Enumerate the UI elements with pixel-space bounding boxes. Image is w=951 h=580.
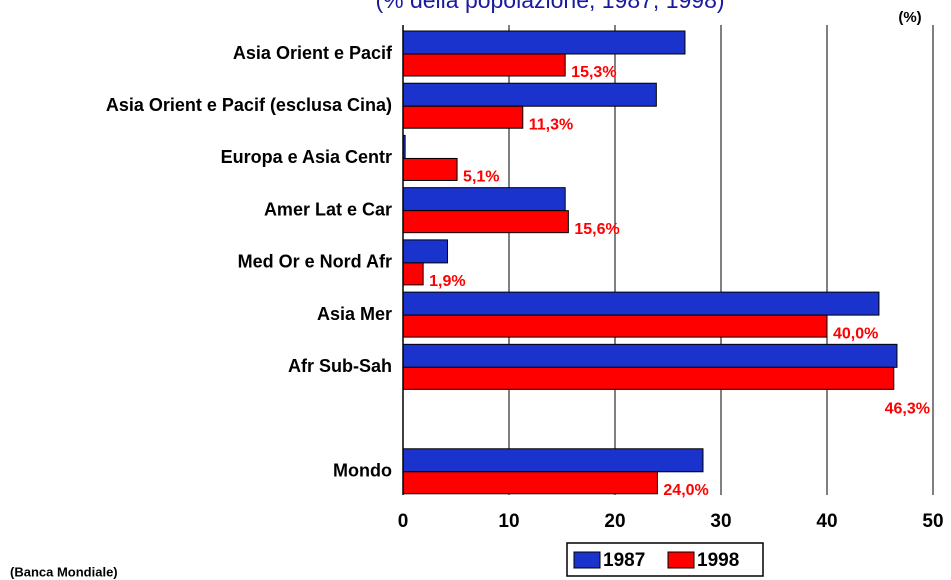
value-label: 15,6% [574,221,619,238]
value-label: 1,9% [429,273,465,290]
x-tick-label: 30 [710,511,731,532]
bar [402,239,449,264]
bar [402,448,704,473]
y-tick-label: Afr Sub-Sah [288,356,392,376]
legend-label: 1987 [603,550,645,571]
bar [402,105,524,129]
x-tick-label: 50 [922,511,943,532]
bar [402,157,458,181]
y-tick-label: Asia Orient e Pacif [233,43,393,63]
y-tick-label: Asia Orient e Pacif (esclusa Cina) [106,95,392,115]
value-label: 11,3% [529,116,573,133]
value-label: 15,3% [571,64,616,81]
bar [402,343,898,368]
source-note: (Banca Mondiale) [10,564,118,579]
bar [402,210,569,234]
legend-swatch [667,551,695,569]
bar [402,82,657,107]
bar [402,366,895,390]
y-tick-label: Europa e Asia Centr [221,147,392,167]
bar [402,187,566,212]
y-tick-label: Amer Lat e Car [264,199,392,219]
bar [402,471,658,495]
bar [402,53,566,77]
legend-swatch [573,551,601,569]
bar [402,30,686,55]
x-tick-label: 20 [604,511,625,532]
y-tick-label: Mondo [333,461,392,481]
value-label: 46,3% [885,401,930,418]
unit-label: (%) [898,9,921,26]
value-label: 40,0% [833,325,878,342]
bar [402,314,828,338]
chart-subtitle: (% della popolazione, 1987, 1998) [375,0,724,13]
value-label: 5,1% [463,169,499,186]
x-tick-label: 40 [816,511,837,532]
bar [402,291,880,316]
x-tick-label: 0 [398,511,409,532]
y-tick-label: Asia Mer [317,304,392,324]
legend-label: 1998 [697,550,739,571]
y-tick-label: Med Or e Nord Afr [238,252,392,272]
x-tick-label: 10 [498,511,519,532]
bar [402,262,424,286]
value-label: 24,0% [663,482,708,499]
